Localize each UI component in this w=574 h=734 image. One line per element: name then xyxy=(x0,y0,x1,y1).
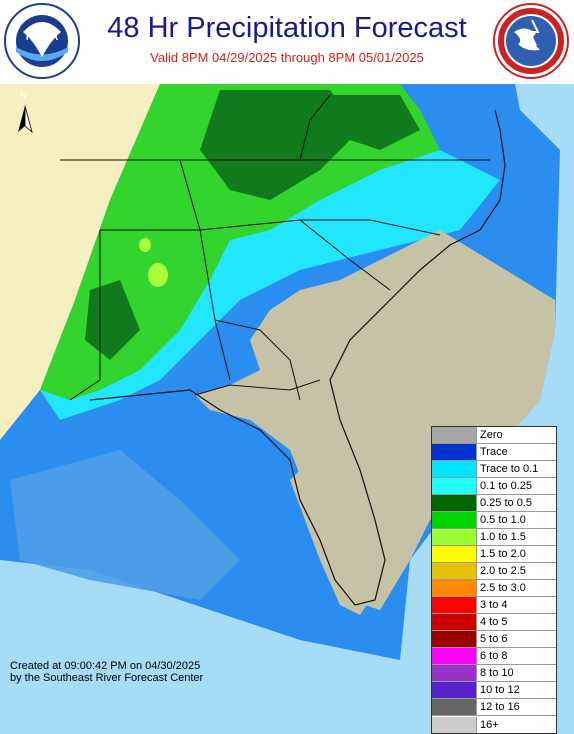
green-0-5-to-1-0-area xyxy=(40,84,440,400)
legend-swatch xyxy=(432,597,477,613)
legend-label: 5 to 6 xyxy=(480,633,508,645)
legend-row: 1.0 to 1.5 xyxy=(432,529,556,546)
credit-line-1: Created at 09:00:42 PM on 04/30/2025 xyxy=(10,660,201,672)
legend-row: 2.5 to 3.0 xyxy=(432,580,556,597)
legend-label: 1.5 to 2.0 xyxy=(480,548,526,560)
zero-precip-florida-tip xyxy=(290,470,370,615)
legend-row: 3 to 4 xyxy=(432,597,556,614)
legend-label: 0.25 to 0.5 xyxy=(480,497,532,509)
legend-label: 8 to 10 xyxy=(480,667,514,679)
trace-area-gulf xyxy=(10,450,240,600)
north-label: N xyxy=(20,90,27,100)
legend-row: Zero xyxy=(432,427,556,444)
light-green-spot xyxy=(148,263,168,287)
legend-row: 16+ xyxy=(432,716,556,733)
noaa-logo-label: NOAA xyxy=(26,31,58,43)
legend-row: 6 to 8 xyxy=(432,648,556,665)
legend-label: 10 to 12 xyxy=(480,684,520,696)
legend-swatch xyxy=(432,444,477,460)
legend-swatch xyxy=(432,665,477,681)
legend-swatch xyxy=(432,546,477,562)
legend-label: 1.0 to 1.5 xyxy=(480,531,526,543)
page-subtitle: Valid 8PM 04/29/2025 through 8PM 05/01/2… xyxy=(150,50,424,65)
legend-row: 2.0 to 2.5 xyxy=(432,563,556,580)
credit-footer: Created at 09:00:42 PM on 04/30/2025 by … xyxy=(10,660,203,684)
legend-label: 16+ xyxy=(480,718,499,731)
legend-swatch xyxy=(432,495,477,511)
legend-row: 12 to 16 xyxy=(432,699,556,716)
legend-label: 12 to 16 xyxy=(480,701,520,713)
nws-logo-icon xyxy=(493,3,569,79)
state-borders xyxy=(60,94,490,401)
zero-precip-area xyxy=(195,230,555,610)
outside-domain-area xyxy=(0,84,160,440)
header: NOAA 48 Hr Precipitation Forecast Valid … xyxy=(0,0,574,84)
legend-label: 3 to 4 xyxy=(480,599,508,611)
legend-label: 2.0 to 2.5 xyxy=(480,565,526,577)
legend-swatch xyxy=(432,512,477,528)
legend-row: 8 to 10 xyxy=(432,665,556,682)
coastline xyxy=(89,109,506,606)
legend-swatch xyxy=(432,716,477,733)
legend-row: 4 to 5 xyxy=(432,614,556,631)
legend-label: 4 to 5 xyxy=(480,616,508,628)
legend-swatch xyxy=(432,529,477,545)
legend-swatch xyxy=(432,631,477,647)
credit-line-2: by the Southeast River Forecast Center xyxy=(10,672,204,684)
legend-row: 0.1 to 0.25 xyxy=(432,478,556,495)
dark-green-area-1 xyxy=(200,90,360,200)
precipitation-legend: Zero Trace Trace to 0.1 0.1 to 0.25 0.25 to … xyxy=(431,426,557,734)
legend-row: Trace xyxy=(432,444,556,461)
legend-row: Trace to 0.1 xyxy=(432,461,556,478)
legend-swatch xyxy=(432,461,477,477)
light-green-spot-2 xyxy=(139,238,151,252)
precipitation-map: N xyxy=(0,84,574,687)
legend-swatch xyxy=(432,682,477,698)
legend-swatch xyxy=(432,427,477,443)
legend-swatch xyxy=(432,563,477,579)
legend-swatch xyxy=(432,699,477,715)
legend-swatch xyxy=(432,580,477,596)
legend-swatch xyxy=(432,648,477,664)
legend-row: 0.25 to 0.5 xyxy=(432,495,556,512)
legend-label: 6 to 8 xyxy=(480,650,508,662)
legend-label: Zero xyxy=(480,429,503,441)
noaa-logo-icon: NOAA xyxy=(4,3,80,79)
legend-label: Trace xyxy=(480,446,508,458)
dark-green-area-2 xyxy=(330,95,420,150)
dark-green-area-3 xyxy=(85,280,140,360)
legend-row: 0.5 to 1.0 xyxy=(432,512,556,529)
north-arrow-icon: N xyxy=(18,90,33,134)
legend-row: 1.5 to 2.0 xyxy=(432,546,556,563)
legend-label: Trace to 0.1 xyxy=(480,463,539,475)
legend-label: 0.5 to 1.0 xyxy=(480,514,526,526)
page-title: 48 Hr Precipitation Forecast xyxy=(107,12,467,44)
legend-label: 2.5 to 3.0 xyxy=(480,582,526,594)
legend-row: 5 to 6 xyxy=(432,631,556,648)
legend-label: 0.1 to 0.25 xyxy=(480,480,532,492)
legend-row: 10 to 12 xyxy=(432,682,556,699)
legend-swatch xyxy=(432,478,477,494)
legend-swatch xyxy=(432,614,477,630)
